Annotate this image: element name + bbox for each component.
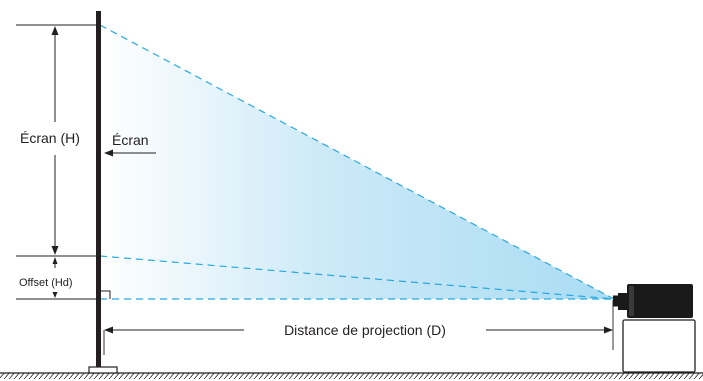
beam-top-edge — [99, 24, 615, 300]
extension-lines — [16, 24, 97, 300]
distance-arrowhead-right-icon — [604, 326, 613, 334]
screen-pointer-arrowhead-icon — [104, 149, 113, 157]
offset-label: Offset (Hd) — [19, 277, 73, 289]
screen-base — [88, 366, 118, 374]
offset-arrowhead-down-icon — [52, 292, 58, 298]
right-angle-marker — [101, 290, 111, 299]
beam-edges — [99, 24, 615, 300]
arrowhead-up-icon — [51, 26, 59, 35]
offset-arrowhead-up-icon — [52, 257, 58, 264]
floor-hatching — [0, 373, 703, 379]
beam-offset-edge — [99, 255, 615, 300]
projector-stand — [622, 319, 696, 373]
distance-arrowhead-left-icon — [104, 326, 113, 334]
screen-label: Écran — [112, 132, 149, 148]
distance-label: Distance de projection (D) — [284, 322, 446, 338]
screen-pole — [96, 11, 101, 369]
projector-icon — [613, 284, 693, 318]
arrowhead-down-icon — [51, 246, 59, 255]
screen-height-label: Écran (H) — [20, 130, 80, 146]
